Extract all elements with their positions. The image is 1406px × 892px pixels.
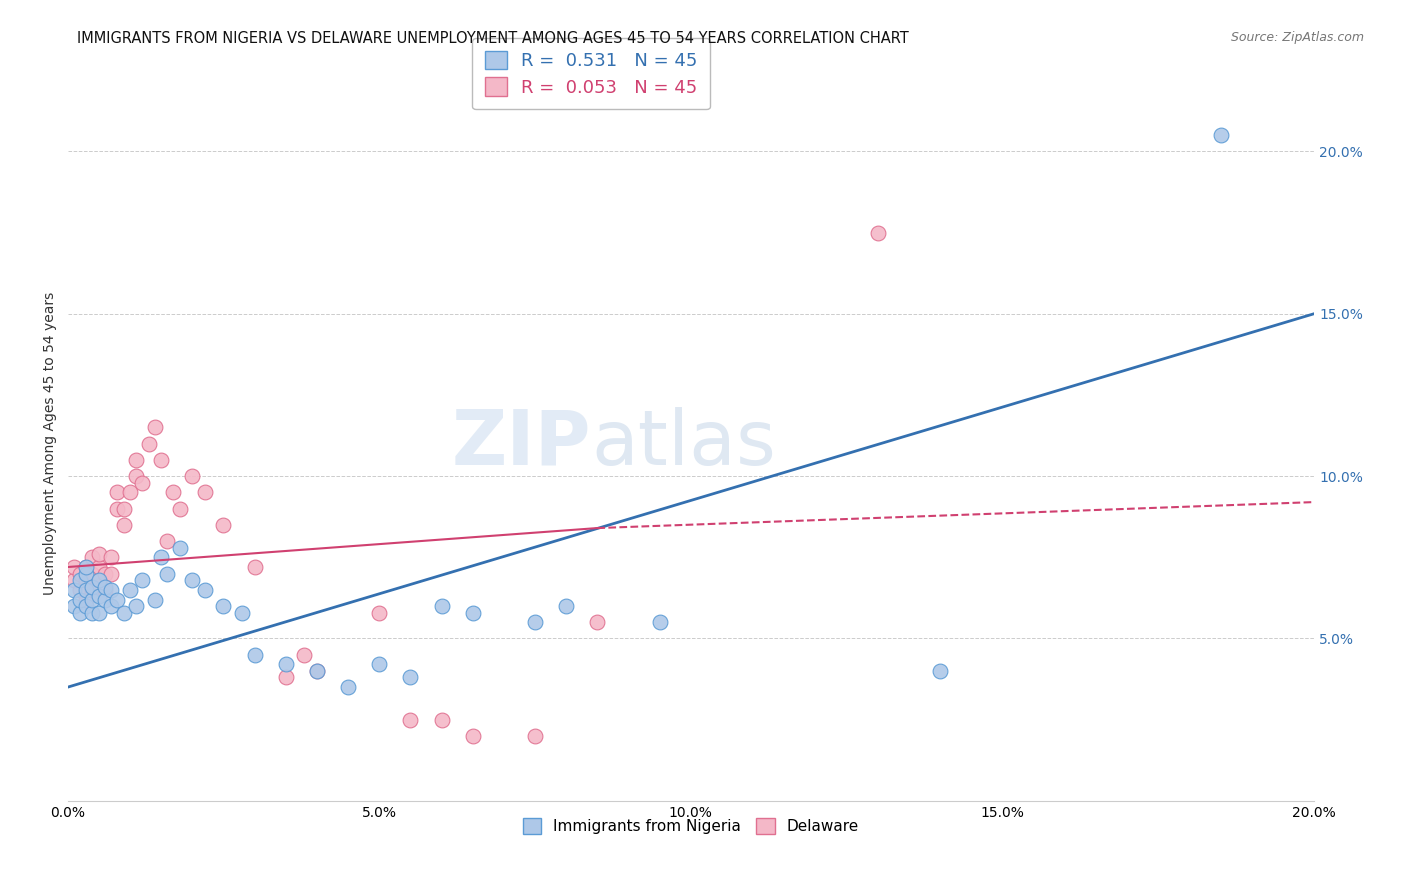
Legend: Immigrants from Nigeria, Delaware: Immigrants from Nigeria, Delaware (513, 809, 869, 843)
Y-axis label: Unemployment Among Ages 45 to 54 years: Unemployment Among Ages 45 to 54 years (44, 292, 58, 595)
Point (87, 589, 110, 603)
Point (430, 599, 453, 613)
Point (125, 469, 148, 483)
Point (181, 469, 204, 483)
Point (87, 547, 110, 561)
Point (75, 592, 97, 607)
Point (524, 615, 547, 630)
Point (368, 606, 391, 620)
Point (555, 599, 578, 613)
Point (69, 582, 91, 597)
Point (87, 606, 110, 620)
Point (100, 566, 122, 581)
Point (94, 566, 117, 581)
Text: ZIP: ZIP (451, 407, 591, 481)
Point (368, 657, 391, 672)
Point (62, 599, 84, 613)
Point (143, 420, 166, 434)
Point (125, 453, 148, 467)
Point (586, 615, 609, 630)
Point (69, 606, 91, 620)
Point (231, 606, 253, 620)
Point (274, 670, 297, 684)
Point (169, 541, 191, 555)
Point (194, 485, 217, 500)
Point (305, 664, 328, 678)
Point (69, 566, 91, 581)
Point (125, 599, 148, 613)
Point (292, 648, 315, 662)
Point (274, 657, 297, 672)
Text: atlas: atlas (591, 407, 776, 481)
Point (156, 534, 179, 549)
Point (181, 573, 204, 587)
Point (162, 485, 184, 500)
Text: IMMIGRANTS FROM NIGERIA VS DELAWARE UNEMPLOYMENT AMONG AGES 45 TO 54 YEARS CORRE: IMMIGRANTS FROM NIGERIA VS DELAWARE UNEM… (77, 31, 910, 46)
Point (105, 592, 128, 607)
Point (305, 664, 328, 678)
Point (82, 566, 104, 581)
Point (112, 517, 135, 532)
Point (62, 560, 84, 574)
Point (105, 501, 128, 516)
Point (399, 713, 422, 727)
Point (100, 550, 122, 565)
Point (62, 573, 84, 587)
Point (87, 573, 110, 587)
Point (75, 566, 97, 581)
Point (194, 582, 217, 597)
Point (87, 560, 110, 574)
Point (75, 599, 97, 613)
Point (112, 501, 135, 516)
Point (131, 573, 153, 587)
Point (94, 582, 117, 597)
Point (100, 599, 122, 613)
Point (143, 592, 166, 607)
Point (118, 582, 141, 597)
Point (150, 550, 173, 565)
Point (461, 606, 484, 620)
Point (75, 582, 97, 597)
Point (100, 582, 122, 597)
Point (1209, 128, 1232, 142)
Point (461, 729, 484, 743)
Point (648, 615, 671, 630)
Point (75, 560, 97, 574)
Point (169, 501, 191, 516)
Point (94, 580, 117, 594)
Point (399, 670, 422, 684)
Point (105, 485, 128, 500)
Point (87, 573, 110, 587)
Point (337, 680, 360, 694)
Point (243, 560, 266, 574)
Point (138, 436, 160, 450)
Point (75, 560, 97, 574)
Point (62, 582, 84, 597)
Point (118, 485, 141, 500)
Point (82, 592, 104, 607)
Point (75, 573, 97, 587)
Point (929, 664, 952, 678)
Text: Source: ZipAtlas.com: Source: ZipAtlas.com (1230, 31, 1364, 45)
Point (866, 226, 889, 240)
Point (82, 582, 104, 597)
Point (243, 648, 266, 662)
Point (94, 592, 117, 607)
Point (212, 517, 235, 532)
Point (69, 592, 91, 607)
Point (156, 566, 179, 581)
Point (430, 713, 453, 727)
Point (524, 729, 547, 743)
Point (82, 580, 104, 594)
Point (69, 573, 91, 587)
Point (82, 606, 104, 620)
Point (212, 599, 235, 613)
Point (82, 550, 104, 565)
Point (112, 606, 135, 620)
Point (150, 453, 173, 467)
Point (131, 475, 153, 490)
